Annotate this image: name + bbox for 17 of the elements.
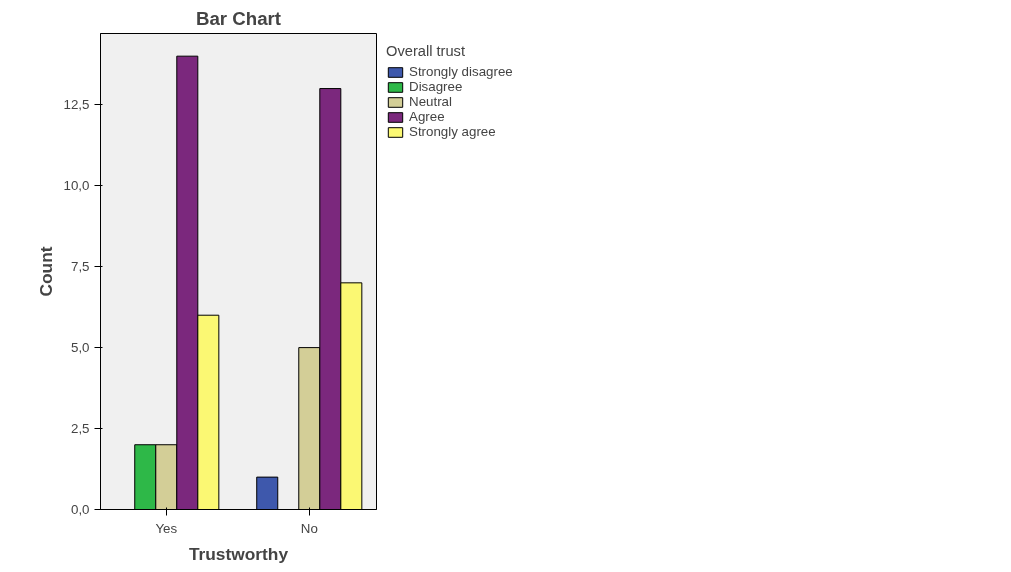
y-tick-label: 7,5 [70,259,90,275]
chart-title: Bar Chart [196,7,282,29]
y-tick-label: 12,5 [63,97,90,113]
y-axis-title: Count [35,246,56,297]
x-axis-title: Trustworthy [188,543,289,564]
legend-label: Neutral [409,94,452,109]
y-tick-label: 2,5 [70,421,90,437]
y-tick-label: 10,0 [63,178,90,194]
x-tick-label: Yes [155,520,178,536]
legend-label: Strongly disagree [409,64,513,79]
legend-label: Strongly agree [409,124,496,139]
legend-label: Agree [409,109,445,124]
legend-label: Disagree [409,79,463,94]
legend-title: Overall trust [386,43,466,59]
x-tick-label: No [300,520,318,536]
y-tick-label: 0,0 [70,502,90,517]
y-tick-label: 5,0 [70,340,90,356]
